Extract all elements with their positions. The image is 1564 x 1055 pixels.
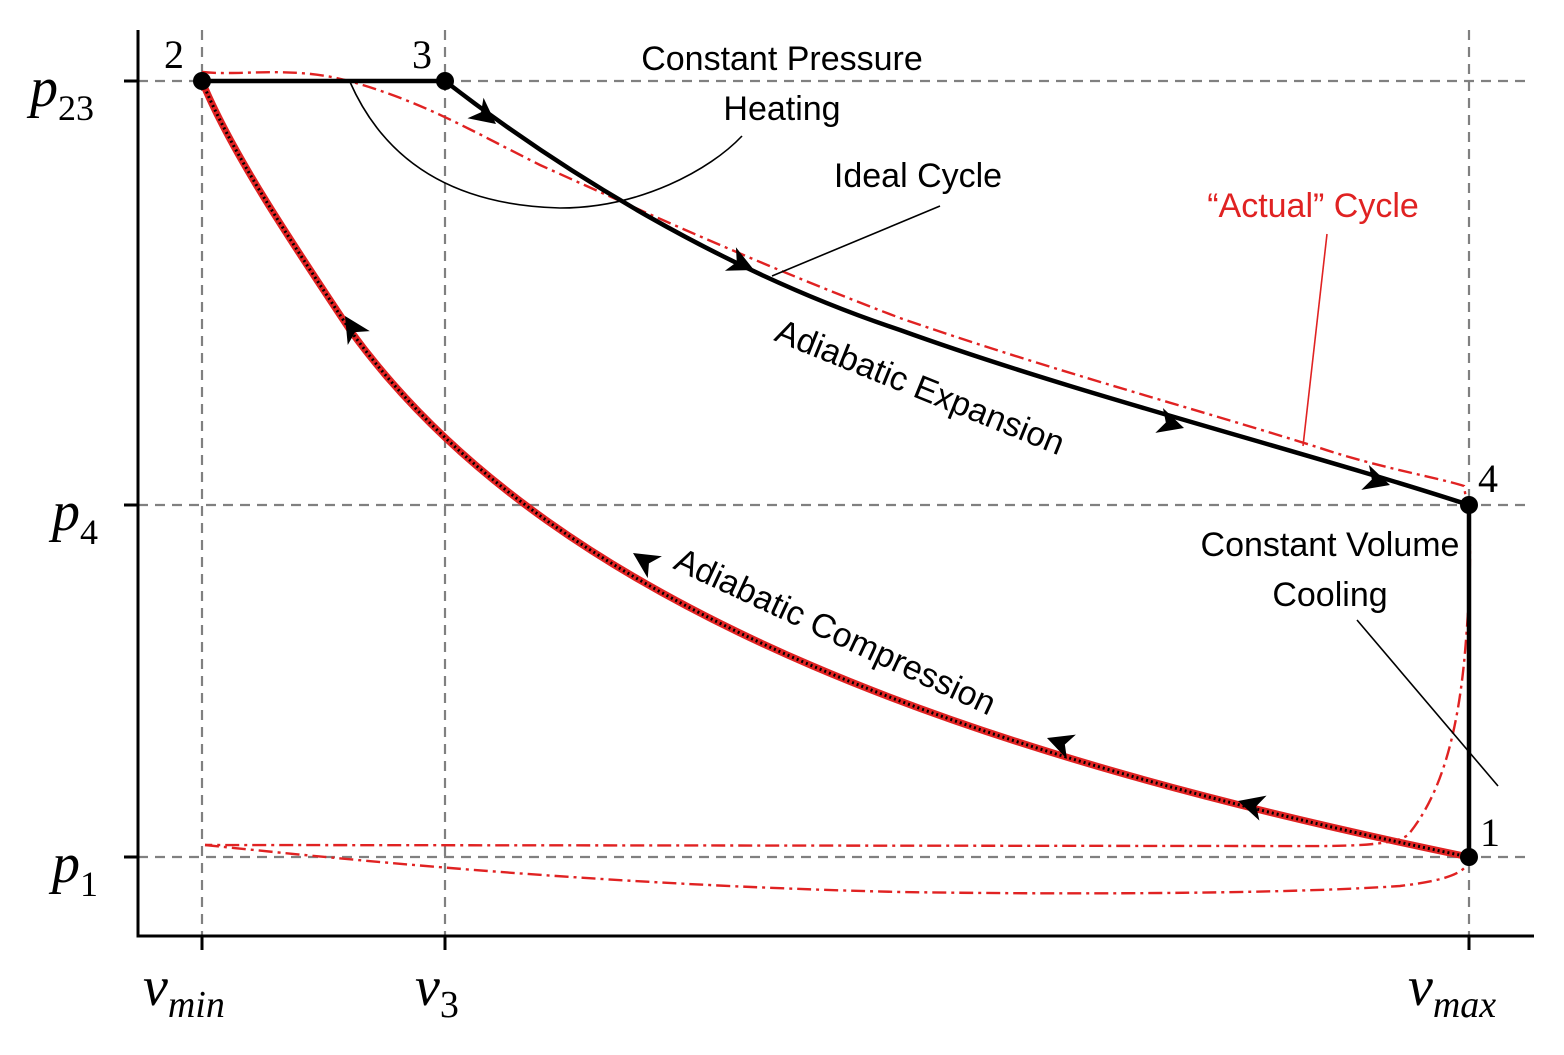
x-tick-label-vmax-base: v — [1408, 956, 1433, 1018]
leader-constant-pressure — [349, 81, 743, 209]
direction-arrows — [345, 97, 1390, 821]
point-label-2: 2 — [164, 32, 184, 77]
label-constant-pressure-line2: Heating — [723, 90, 840, 128]
x-tick-label-v3: v3 — [415, 956, 459, 1026]
leader-ideal-cycle — [771, 205, 941, 277]
y-tick-label-p4: p4 — [48, 481, 98, 552]
x-tick-label-v3-sub: 3 — [440, 984, 459, 1026]
label-adiabatic-compression: Adiabatic Compression — [669, 541, 1002, 723]
label-constant-volume-line2: Cooling — [1272, 576, 1387, 614]
actual-cycle-bottom — [204, 843, 1471, 895]
label-actual-cycle: “Actual” Cycle — [1207, 187, 1419, 225]
axes — [124, 30, 1534, 950]
ideal-adiabatic-compression — [200, 80, 1470, 859]
arrow-icon — [1047, 734, 1076, 760]
leader-lines — [349, 81, 1499, 787]
y-tick-label-p1-sub: 1 — [80, 864, 98, 904]
y-tick-label-p23-base: p — [26, 57, 58, 119]
ideal-adiabatic-expansion — [443, 79, 1470, 508]
point-label-3: 3 — [412, 32, 432, 77]
arrow-icon — [724, 247, 754, 271]
arrow-icon — [1361, 464, 1390, 490]
actual-cycle-top — [201, 70, 1469, 506]
arrow-icon — [1238, 795, 1267, 821]
state-point-1 — [1460, 848, 1478, 866]
point-label-1: 1 — [1480, 810, 1500, 855]
state-point-4 — [1460, 496, 1478, 514]
label-constant-volume-line1: Constant Volume — [1201, 526, 1460, 564]
y-tick-label-p1-base: p — [48, 833, 80, 895]
label-constant-pressure-line1: Constant Pressure — [641, 40, 923, 78]
arrow-icon — [345, 316, 370, 345]
state-points — [193, 72, 1478, 866]
state-point-3 — [436, 72, 454, 90]
y-tick-label-p4-sub: 4 — [80, 512, 98, 552]
leader-actual-cycle — [1302, 233, 1328, 447]
arrow-icon — [1155, 407, 1184, 433]
x-tick-label-vmin-sub: min — [168, 984, 225, 1026]
y-tick-label-p4-base: p — [48, 481, 80, 543]
label-ideal-cycle: Ideal Cycle — [834, 157, 1002, 195]
x-tick-label-vmin: vmin — [143, 956, 225, 1026]
x-tick-label-vmin-base: v — [143, 956, 168, 1018]
state-point-2 — [193, 72, 211, 90]
x-tick-label-vmax-sub: max — [1433, 984, 1496, 1026]
x-tick-label-vmax: vmax — [1408, 956, 1496, 1026]
y-tick-label-p1: p1 — [48, 833, 98, 904]
arrow-icon — [633, 553, 662, 579]
ideal-cycle — [200, 78, 1472, 859]
point-label-4: 4 — [1478, 456, 1498, 501]
actual-cycle-expansion-drop — [204, 504, 1472, 848]
leader-constant-volume — [1356, 619, 1499, 787]
y-tick-label-p23: p23 — [26, 57, 94, 128]
y-tick-label-p23-sub: 23 — [58, 88, 94, 128]
arrow-icon — [467, 97, 496, 124]
x-tick-label-v3-base: v — [415, 956, 440, 1018]
